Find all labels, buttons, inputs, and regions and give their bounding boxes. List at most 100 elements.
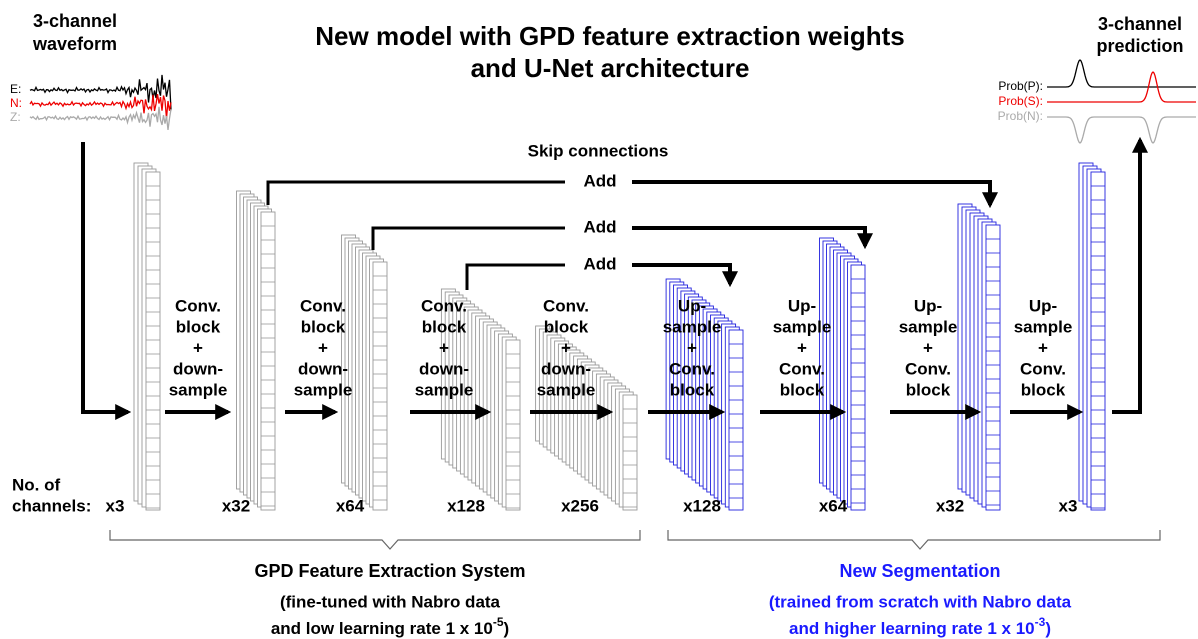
operation-label: down- — [298, 359, 348, 378]
prob-curve — [1047, 116, 1196, 144]
waveform — [29, 93, 172, 119]
operation-label: + — [797, 338, 807, 357]
connectors — [29, 59, 1196, 550]
operation-label: + — [1038, 338, 1048, 357]
rate-exponent: -5 — [493, 615, 504, 629]
arrow — [632, 263, 738, 288]
arrow — [1112, 136, 1148, 414]
skip-line — [371, 226, 565, 250]
operation-label: sample — [663, 317, 722, 336]
operation-label: Conv. — [300, 296, 346, 315]
section-title: GPD Feature Extraction System — [254, 561, 525, 581]
waveform — [29, 74, 172, 111]
prob-curve — [1047, 71, 1196, 103]
operation-label: down- — [419, 359, 469, 378]
operation-label: Conv. — [543, 296, 589, 315]
input-title: 3-channel — [33, 11, 117, 31]
output-title: 3-channel — [1098, 14, 1182, 34]
prob-label: Prob(S): — [998, 94, 1043, 108]
add-label: Add — [583, 217, 616, 236]
operation-label: + — [687, 338, 697, 357]
operation-label: down- — [541, 359, 591, 378]
section-line: (fine-tuned with Nabro data — [280, 592, 501, 611]
channel-count: x3 — [1059, 496, 1078, 515]
skip-line — [266, 180, 565, 205]
operation-label: down- — [173, 359, 223, 378]
operation-label: Up- — [914, 296, 942, 315]
channel-count: x64 — [336, 496, 365, 515]
rate-text: and low learning rate 1 x 10 — [271, 619, 493, 638]
operation-label: block — [780, 380, 825, 399]
arrow — [81, 142, 132, 420]
operation-label: sample — [169, 380, 228, 399]
channels-label: No. of — [12, 475, 60, 494]
operation-label: block — [544, 317, 589, 336]
operation-label: + — [193, 338, 203, 357]
operation-label: Conv. — [779, 359, 825, 378]
layer-stacks — [133, 162, 1106, 511]
section-rate: and higher learning rate 1 x 10-3) — [789, 615, 1051, 638]
output-title: prediction — [1096, 36, 1183, 56]
operation-label: block — [1021, 380, 1066, 399]
section-rate: and low learning rate 1 x 10-5) — [271, 615, 509, 638]
operation-label: Conv. — [1020, 359, 1066, 378]
operation-label: Conv. — [905, 359, 951, 378]
title: New model with GPD feature extraction we… — [315, 21, 904, 51]
operation-label: Up- — [788, 296, 816, 315]
operation-label: Up- — [1029, 296, 1057, 315]
operation-label: block — [422, 317, 467, 336]
channel-count: x32 — [936, 496, 964, 515]
prob-label: Prob(P): — [998, 79, 1043, 93]
operation-label: Conv. — [175, 296, 221, 315]
title: and U-Net architecture — [471, 53, 750, 83]
operation-label: + — [318, 338, 328, 357]
operation-label: Conv. — [421, 296, 467, 315]
prob-curve — [1047, 59, 1196, 88]
operation-label: block — [176, 317, 221, 336]
operation-label: + — [439, 338, 449, 357]
layer — [728, 329, 744, 511]
channel-count: x3 — [106, 496, 125, 515]
waveform — [29, 106, 172, 130]
section-line: (trained from scratch with Nabro data — [769, 592, 1072, 611]
rate-close: ) — [1045, 619, 1051, 638]
skip-title: Skip connections — [528, 141, 669, 160]
add-label: Add — [583, 254, 616, 273]
layer — [260, 211, 276, 511]
labels: New model with GPD feature extraction we… — [10, 11, 1184, 639]
add-label: Add — [583, 171, 616, 190]
operation-label: sample — [773, 317, 832, 336]
rate-exponent: -3 — [1035, 615, 1046, 629]
layer — [1090, 171, 1106, 511]
section-title: New Segmentation — [839, 561, 1000, 581]
channel-label: N: — [10, 96, 22, 110]
channel-count: x128 — [447, 496, 485, 515]
operation-label: + — [561, 338, 571, 357]
layer — [145, 171, 161, 511]
operation-label: + — [923, 338, 933, 357]
operation-label: sample — [415, 380, 474, 399]
prob-label: Prob(N): — [998, 109, 1043, 123]
channel-count: x32 — [222, 496, 250, 515]
rate-text: and higher learning rate 1 x 10 — [789, 619, 1035, 638]
operation-label: block — [670, 380, 715, 399]
layer — [372, 261, 388, 511]
arrow — [632, 226, 873, 250]
input-title: waveform — [32, 34, 117, 54]
operation-label: sample — [537, 380, 596, 399]
operation-label: Conv. — [669, 359, 715, 378]
channel-count: x64 — [819, 496, 848, 515]
channel-label: Z: — [10, 110, 21, 124]
operation-label: sample — [899, 317, 958, 336]
operation-label: Up- — [678, 296, 706, 315]
skip-line — [465, 263, 565, 290]
channel-label: E: — [10, 82, 21, 96]
operation-label: sample — [294, 380, 353, 399]
channel-count: x128 — [683, 496, 721, 515]
arrow — [632, 180, 998, 209]
operation-label: block — [906, 380, 951, 399]
layer — [850, 264, 866, 511]
layer — [985, 224, 1001, 511]
operation-label: sample — [1014, 317, 1073, 336]
